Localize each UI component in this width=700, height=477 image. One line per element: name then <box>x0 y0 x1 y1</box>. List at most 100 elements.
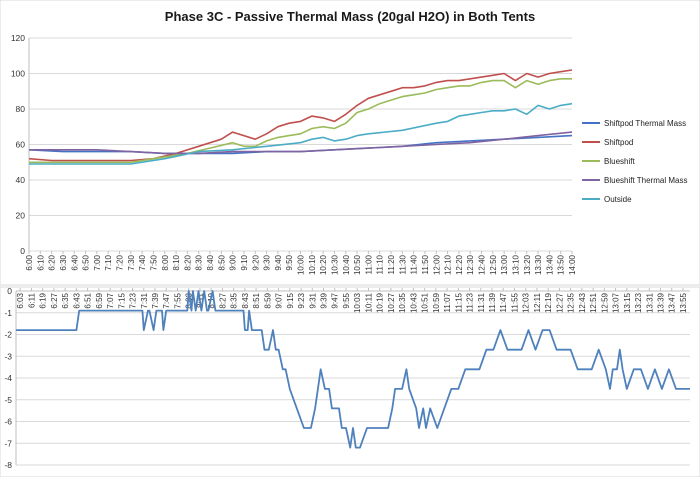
top-x-tick-label: 6:00 <box>25 254 34 270</box>
top-x-tick-label: 9:50 <box>285 254 294 270</box>
bottom-x-tick-label: 12:11 <box>533 292 542 312</box>
bottom-x-tick-label: 11:55 <box>510 292 519 312</box>
bottom-x-tick-label: 8:27 <box>218 292 227 308</box>
bottom-y-tick-label: -5 <box>4 395 12 405</box>
top-x-tick-label: 9:00 <box>229 254 238 270</box>
bottom-x-tick-label: 11:47 <box>499 292 508 312</box>
bottom-x-tick-label: 7:55 <box>173 292 182 308</box>
top-x-tick-label: 8:40 <box>206 254 215 270</box>
top-x-tick-label: 14:00 <box>568 254 577 275</box>
bottom-x-tick-label: 10:27 <box>387 292 396 313</box>
series-line-3 <box>29 131 573 155</box>
bottom-x-tick-label: 12:27 <box>555 292 564 313</box>
bottom-x-tick-label: 6:27 <box>50 292 59 308</box>
top-y-tick-label: 20 <box>16 211 26 221</box>
series-line-4 <box>29 102 573 165</box>
bottom-x-tick-label: 11:23 <box>466 292 475 312</box>
top-x-tick-label: 10:10 <box>308 254 317 275</box>
bottom-x-tick-label: 12:03 <box>522 292 531 313</box>
top-x-tick-label: 7:50 <box>149 254 158 270</box>
bottom-x-tick-label: 6:35 <box>61 292 70 308</box>
top-x-tick-label: 8:00 <box>161 254 170 270</box>
legend-label-2: Blueshift <box>604 157 635 166</box>
bottom-x-tick-label: 6:11 <box>27 292 36 308</box>
top-x-tick-label: 11:30 <box>398 254 407 274</box>
top-y-tick-label: 120 <box>11 33 25 43</box>
bottom-x-tick-label: 6:19 <box>39 292 48 308</box>
top-x-tick-label: 8:10 <box>172 254 181 270</box>
top-x-tick-label: 9:30 <box>263 254 272 270</box>
bottom-x-tick-label: 13:07 <box>612 292 621 313</box>
top-x-tick-label: 6:50 <box>82 254 91 270</box>
top-x-tick-label: 9:40 <box>274 254 283 270</box>
bottom-x-tick-label: 9:23 <box>297 292 306 308</box>
top-x-tick-label: 10:00 <box>297 254 306 275</box>
top-y-tick-label: 0 <box>20 246 25 256</box>
bottom-x-tick-label: 8:59 <box>263 292 272 308</box>
bottom-x-tick-label: 13:55 <box>679 292 688 313</box>
bottom-x-tick-label: 8:19 <box>207 292 216 308</box>
bottom-x-tick-label: 10:59 <box>432 292 441 313</box>
top-x-tick-label: 7:20 <box>116 254 125 270</box>
bottom-x-tick-label: 12:51 <box>589 292 598 313</box>
legend-label-0: Shiftpod Thermal Mass <box>604 119 686 128</box>
bottom-y-tick-label: -1 <box>4 308 12 318</box>
bottom-x-tick-label: 10:03 <box>353 292 362 313</box>
bottom-x-tick-label: 9:39 <box>320 292 329 308</box>
bottom-x-tick-label: 13:31 <box>645 292 654 313</box>
bottom-x-tick-label: 9:47 <box>331 292 340 308</box>
top-x-tick-label: 13:00 <box>500 254 509 275</box>
top-x-tick-label: 7:10 <box>104 254 113 270</box>
difference-series-line <box>16 290 690 449</box>
bottom-x-tick-label: 13:15 <box>623 292 632 313</box>
bottom-x-tick-label: 7:15 <box>117 292 126 308</box>
top-x-tick-label: 10:40 <box>342 254 351 275</box>
bottom-y-tick-label: -7 <box>4 438 12 448</box>
bottom-x-tick-label: 12:59 <box>600 292 609 313</box>
top-x-tick-label: 8:30 <box>195 254 204 270</box>
bottom-x-tick-label: 12:19 <box>544 292 553 313</box>
legend-label-4: Outside <box>604 195 632 204</box>
top-x-tick-label: 12:00 <box>432 254 441 275</box>
top-x-tick-label: 7:00 <box>93 254 102 270</box>
bottom-x-tick-label: 7:39 <box>151 292 160 308</box>
bottom-x-tick-label: 13:47 <box>668 292 677 313</box>
bottom-x-tick-label: 7:47 <box>162 292 171 308</box>
bottom-x-tick-label: 10:43 <box>409 292 418 313</box>
bottom-x-tick-label: 8:35 <box>230 292 239 308</box>
series-line-1 <box>28 69 573 162</box>
bottom-x-tick-label: 12:43 <box>578 292 587 313</box>
bottom-y-tick-label: -8 <box>4 460 12 470</box>
bottom-x-tick-label: 9:07 <box>275 292 284 308</box>
top-x-tick-label: 9:10 <box>240 254 249 270</box>
top-x-tick-label: 10:30 <box>330 254 339 275</box>
top-x-tick-label: 11:00 <box>364 254 373 274</box>
bottom-x-tick-label: 9:15 <box>286 292 295 308</box>
top-x-tick-label: 13:10 <box>511 254 520 275</box>
bottom-x-tick-label: 7:31 <box>140 292 149 308</box>
bottom-x-tick-label: 13:23 <box>634 292 643 313</box>
bottom-y-tick-label: -6 <box>4 417 12 427</box>
bottom-y-tick-label: -3 <box>4 351 12 361</box>
top-x-tick-label: 12:30 <box>466 254 475 275</box>
top-x-tick-label: 12:40 <box>478 254 487 275</box>
bottom-y-tick-label: -2 <box>4 330 12 340</box>
top-x-tick-label: 12:50 <box>489 254 498 275</box>
bottom-x-tick-label: 7:23 <box>129 292 138 308</box>
top-x-tick-label: 11:20 <box>387 254 396 274</box>
bottom-x-tick-label: 10:19 <box>376 292 385 313</box>
top-y-tick-label: 40 <box>16 175 26 185</box>
bottom-y-tick-label: 0 <box>7 286 12 296</box>
top-x-tick-label: 7:40 <box>138 254 147 270</box>
top-x-tick-label: 9:20 <box>251 254 260 270</box>
legend-label-1: Shiftpod <box>604 138 633 147</box>
bottom-x-tick-label: 6:43 <box>72 292 81 308</box>
top-y-tick-label: 80 <box>16 104 26 114</box>
top-x-tick-label: 12:10 <box>444 254 453 275</box>
bottom-x-tick-label: 12:35 <box>567 292 576 313</box>
legend-label-3: Blueshift Thermal Mass <box>604 176 687 185</box>
top-x-tick-label: 11:50 <box>421 254 430 274</box>
top-x-tick-label: 6:10 <box>36 254 45 270</box>
